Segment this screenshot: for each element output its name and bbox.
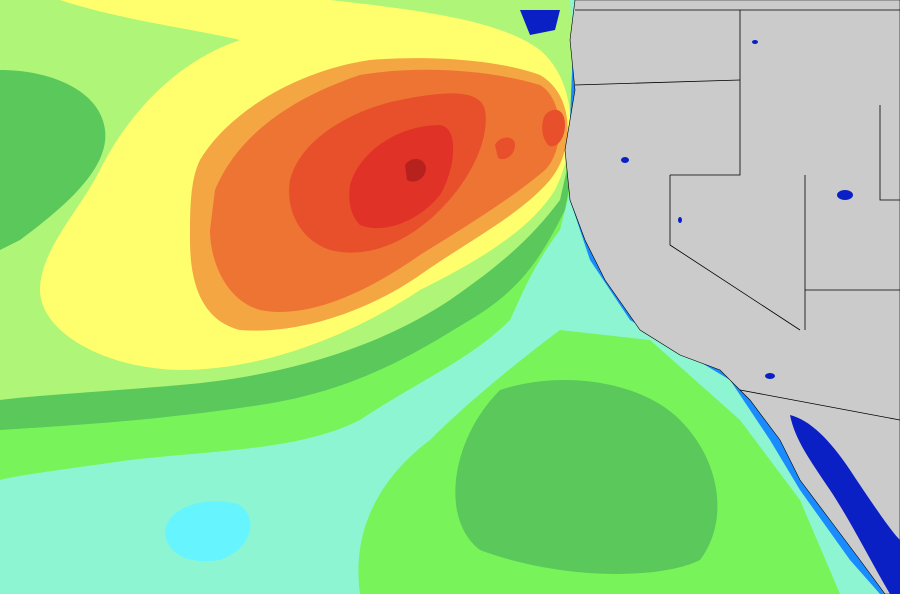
- contour-red: [349, 125, 454, 229]
- lakes: [520, 10, 853, 379]
- contour-red-orange-coast: [542, 109, 565, 147]
- contour-dark-red: [405, 158, 426, 182]
- calm-spot-cyan: [165, 501, 251, 562]
- contour-dark-green-southeast: [455, 380, 718, 574]
- gulf-of-california: [790, 415, 900, 594]
- contour-red-orange-small: [495, 137, 515, 160]
- state-borders: [574, 9, 900, 421]
- contour-dark-green-west: [0, 70, 106, 250]
